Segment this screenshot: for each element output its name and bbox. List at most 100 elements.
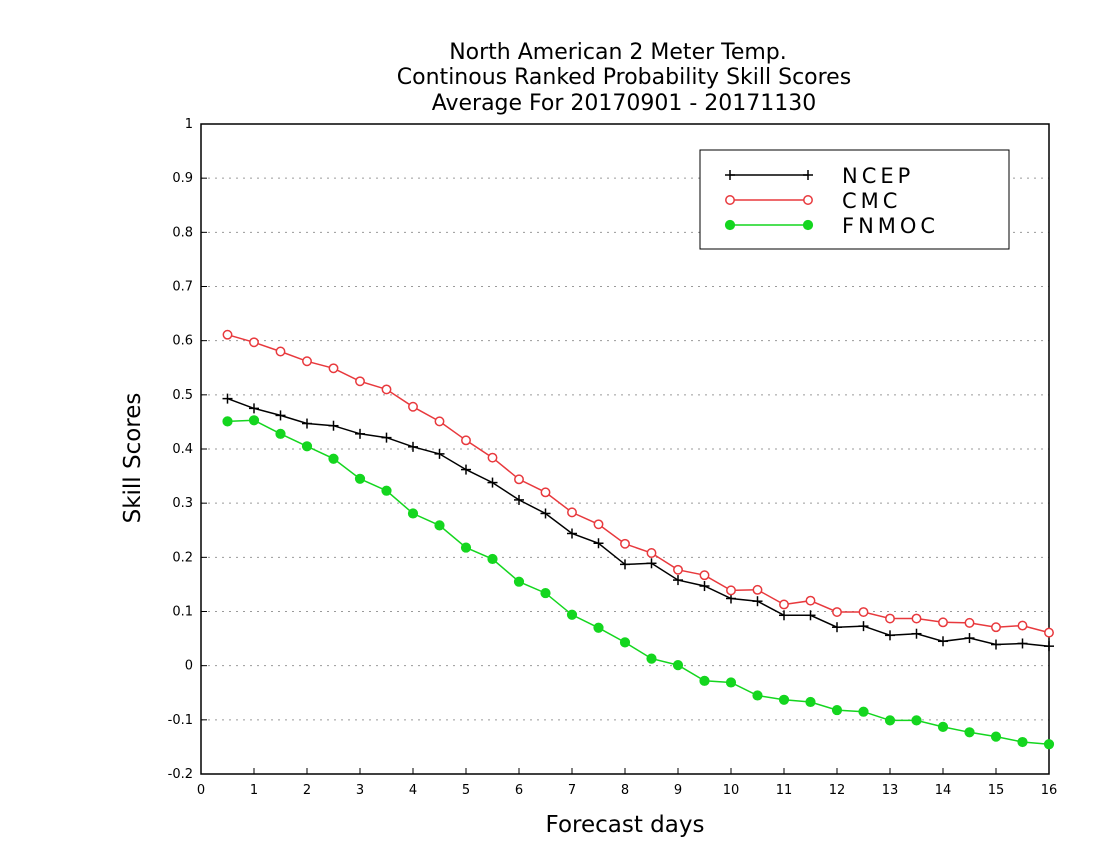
legend-marker-ncep (803, 170, 813, 180)
data-point-cmc (381, 384, 392, 395)
data-point-ncep (964, 633, 975, 644)
data-point-fnmoc (328, 453, 339, 464)
axis-ticks: 10.90.80.70.60.50.40.30.20.10-0.1-0.20 1 2… (168, 117, 1058, 798)
data-point-fnmoc (222, 416, 233, 427)
data-point-ncep (408, 441, 418, 452)
data-point-cmc (911, 613, 922, 624)
y-axis-label: Skill Scores (120, 393, 146, 524)
data-point-ncep (858, 621, 869, 632)
data-point-cmc (1044, 627, 1054, 638)
data-point-fnmoc (301, 441, 313, 452)
data-point-cmc (487, 452, 498, 463)
title-line-1: North American 2 Meter Temp. (449, 40, 787, 65)
data-point-fnmoc (911, 715, 922, 726)
data-point-cmc (540, 487, 551, 498)
y-tick-label: 0.3 (172, 496, 193, 511)
data-point-ncep (699, 581, 710, 592)
series-line-cmc (227, 333, 1050, 634)
data-point-cmc (461, 435, 471, 446)
data-point-cmc (646, 548, 657, 558)
data-point-ncep (461, 464, 471, 475)
y-tick-label: 0.8 (172, 225, 193, 240)
data-point-ncep (752, 596, 763, 607)
data-point-fnmoc (513, 576, 525, 587)
x-tick-label: 11 (776, 783, 793, 798)
legend-marker-fnmoc (724, 219, 736, 231)
data-point-cmc (858, 607, 869, 617)
data-point-fnmoc (990, 731, 1002, 742)
data-point-fnmoc (858, 706, 869, 717)
data-point-fnmoc (778, 694, 790, 705)
legend-marker-ncep (725, 170, 735, 180)
data-point-ncep (1044, 641, 1054, 652)
data-point-ncep (222, 393, 233, 404)
data-point-fnmoc (275, 428, 286, 439)
y-tick-label: 0.2 (172, 550, 193, 565)
data-point-ncep (328, 420, 339, 431)
data-point-ncep (302, 418, 312, 429)
data-point-fnmoc (672, 660, 684, 671)
legend-item-ncep: NCEP (725, 164, 914, 188)
data-point-ncep (991, 639, 1001, 650)
x-tick-label: 0 (197, 783, 205, 798)
data-point-ncep (381, 432, 392, 443)
data-point-fnmoc (566, 609, 578, 620)
y-tick-label: 0.7 (172, 280, 193, 295)
data-point-cmc (1017, 620, 1028, 631)
data-point-fnmoc (884, 715, 896, 726)
legend-label-fnmoc: FNMOC (842, 214, 939, 238)
y-tick-label: 0.4 (172, 442, 193, 457)
data-point-fnmoc (964, 727, 975, 738)
data-point-cmc (938, 617, 948, 628)
data-point-ncep (249, 403, 259, 414)
data-point-fnmoc (593, 622, 604, 633)
data-point-ncep (514, 494, 524, 505)
x-tick-label: 1 (250, 783, 258, 798)
data-point-cmc (222, 329, 233, 340)
x-tick-label: 4 (409, 783, 417, 798)
series-ncep (222, 393, 1054, 652)
data-point-cmc (328, 363, 339, 374)
data-point-ncep (275, 410, 286, 421)
data-point-cmc (302, 356, 312, 367)
y-tick-label: 0.1 (172, 605, 193, 620)
data-point-cmc (699, 570, 710, 581)
chart-title: North American 2 Meter Temp. Continous R… (397, 40, 851, 116)
x-tick-label: 6 (515, 783, 523, 798)
y-tick-label: 0.5 (172, 388, 193, 403)
data-point-cmc (620, 538, 630, 549)
data-point-cmc (726, 585, 736, 596)
x-tick-label: 12 (829, 783, 846, 798)
x-tick-label: 8 (621, 783, 629, 798)
y-tick-label: 1 (185, 117, 193, 132)
legend-marker-fnmoc (802, 219, 814, 231)
x-tick-label: 2 (303, 783, 311, 798)
x-tick-label: 15 (988, 783, 1005, 798)
data-point-fnmoc (381, 485, 392, 496)
data-point-ncep (355, 428, 365, 439)
legend-label-ncep: NCEP (842, 164, 914, 188)
data-point-fnmoc (1043, 739, 1055, 750)
y-tick-label: 0 (185, 659, 193, 674)
series-line-fnmoc (227, 419, 1050, 745)
data-point-cmc (885, 613, 895, 624)
plot-frame (200, 123, 1050, 775)
data-point-fnmoc (248, 415, 260, 426)
data-point-ncep (832, 622, 842, 633)
x-tick-label: 16 (1041, 783, 1058, 798)
data-point-cmc (408, 401, 418, 412)
data-point-ncep (805, 610, 816, 621)
title-line-3: Average For 20170901 - 20171130 (432, 91, 817, 116)
data-point-fnmoc (805, 696, 816, 708)
data-point-cmc (514, 474, 524, 485)
data-point-ncep (779, 610, 789, 621)
data-point-fnmoc (434, 520, 445, 531)
data-point-ncep (911, 628, 922, 639)
data-point-fnmoc (646, 653, 657, 664)
data-point-ncep (646, 558, 657, 569)
data-point-cmc (752, 584, 763, 595)
x-tick-label: 5 (462, 783, 470, 798)
data-point-fnmoc (1017, 736, 1028, 748)
x-tick-label: 3 (356, 783, 364, 798)
